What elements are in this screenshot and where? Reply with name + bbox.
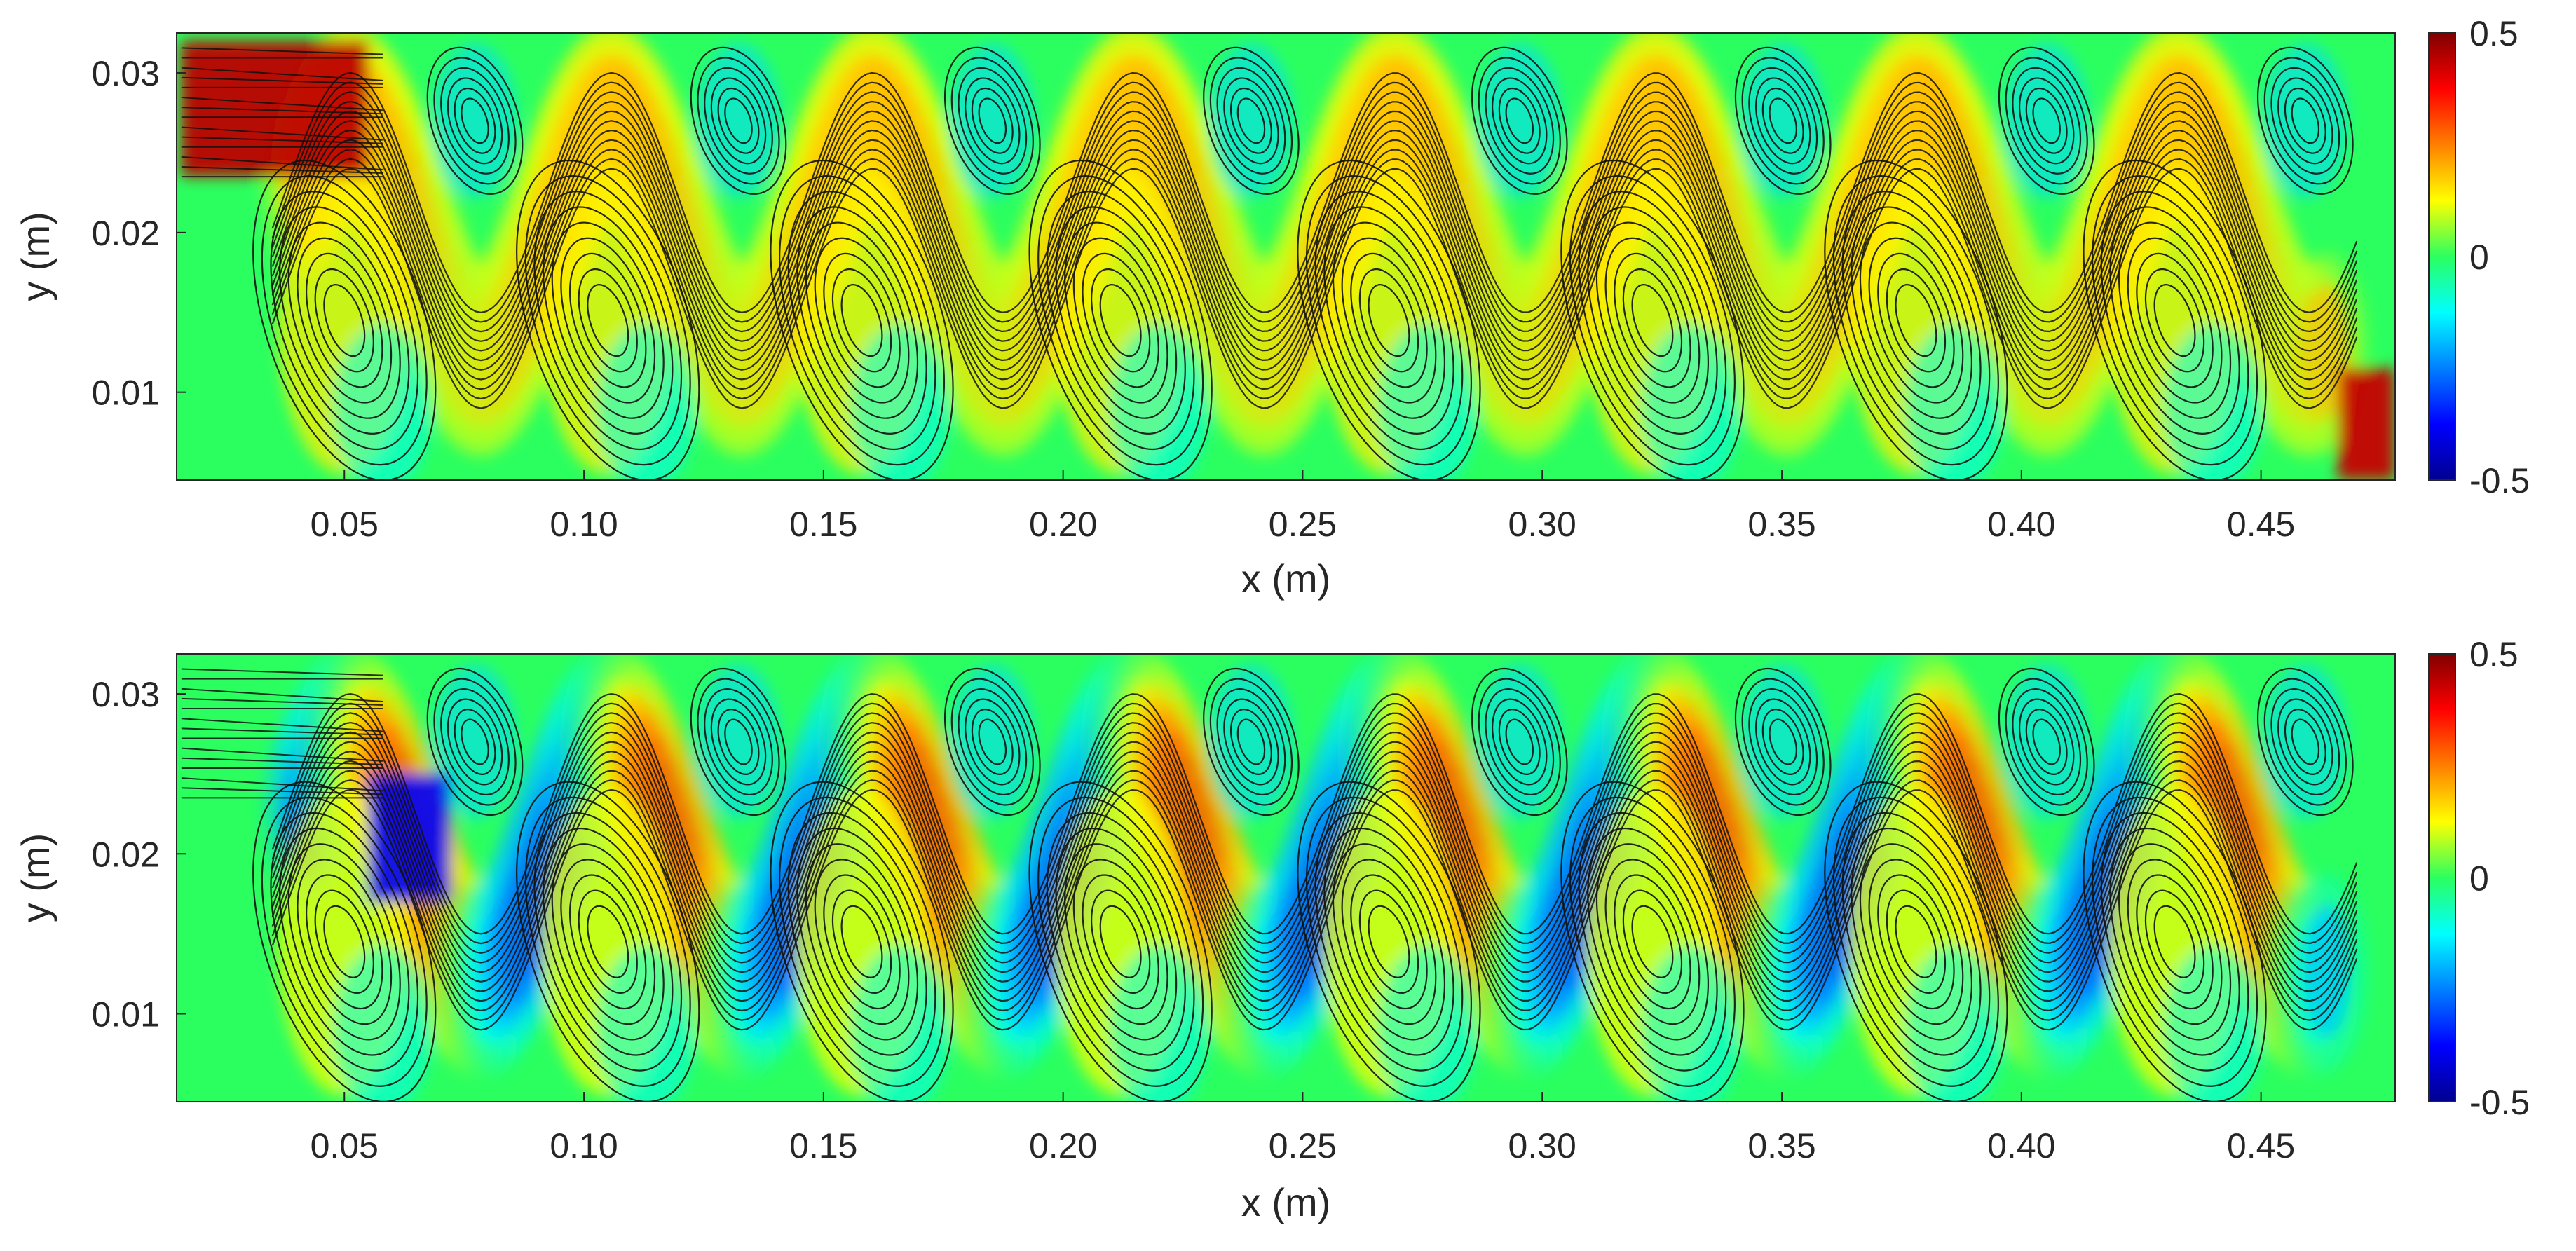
top-y-axis-label: y (m): [13, 212, 57, 301]
bottom-x-tick-label: 0.35: [1747, 1126, 1815, 1165]
bottom-axes-frame: [176, 653, 2396, 1102]
top-x-axis-label: x (m): [1241, 556, 1331, 601]
panel-top: 0.05 0.10 0.15 0.20 0.25 0.30 0.35 0.40 0.45 0.01…: [13, 14, 2530, 601]
top-y-tick-label: 0.01: [92, 374, 160, 413]
bottom-colorbar: [2428, 653, 2456, 1102]
top-x-tick-label: 0.25: [1269, 505, 1337, 544]
top-x-tick-label: 0.10: [550, 505, 618, 544]
bottom-colorbar-tick-label: -0.5: [2469, 1083, 2530, 1122]
bottom-x-tick-label: 0.15: [789, 1126, 857, 1165]
top-axes-frame: [176, 32, 2396, 481]
bottom-x-tick-label: 0.45: [2227, 1126, 2295, 1165]
bottom-y-axis-label: y (m): [13, 833, 57, 923]
top-x-tick-label: 0.15: [789, 505, 857, 544]
top-colorbar-tick-label: 0: [2469, 238, 2489, 277]
bottom-x-tick-label: 0.10: [550, 1126, 618, 1165]
top-colorbar-tick-label: -0.5: [2469, 461, 2530, 500]
top-colorbar-tick-label: 0.5: [2469, 14, 2519, 53]
top-y-tick-label: 0.03: [92, 54, 160, 93]
bottom-y-tick-label: 0.03: [92, 675, 160, 714]
bottom-x-tick-label: 0.40: [1987, 1126, 2055, 1165]
bottom-x-axis-label: x (m): [1241, 1180, 1331, 1224]
top-x-tick-label: 0.20: [1029, 505, 1097, 544]
top-x-tick-label: 0.40: [1987, 505, 2055, 544]
top-x-tick-label: 0.45: [2227, 505, 2295, 544]
top-x-tick-label: 0.30: [1508, 505, 1576, 544]
top-x-tick-label: 0.05: [311, 505, 379, 544]
bottom-y-tick-label: 0.01: [92, 994, 160, 1034]
top-streamlines: [181, 46, 2358, 480]
panel-bottom: 0.05 0.10 0.15 0.20 0.25 0.30 0.35 0.40 0.45 0.01…: [13, 635, 2530, 1224]
bottom-streamlines: [181, 667, 2358, 1102]
bottom-colorbar-tick-label: 0: [2469, 859, 2489, 898]
bottom-field: [181, 654, 2369, 1102]
top-x-tick-label: 0.35: [1747, 505, 1815, 544]
bottom-x-tick-label: 0.05: [311, 1126, 379, 1165]
top-y-tick-label: 0.02: [92, 214, 160, 253]
bottom-colorbar-tick-label: 0.5: [2469, 635, 2519, 674]
top-field: [181, 33, 2395, 480]
bottom-y-tick-label: 0.02: [92, 835, 160, 874]
top-colorbar: [2428, 32, 2456, 481]
bottom-x-tick-label: 0.25: [1269, 1126, 1337, 1165]
bottom-x-tick-label: 0.20: [1029, 1126, 1097, 1165]
bottom-x-tick-label: 0.30: [1508, 1126, 1576, 1165]
